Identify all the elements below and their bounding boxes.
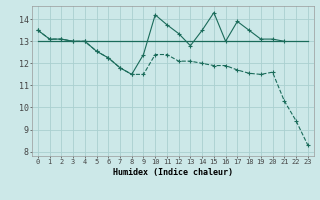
X-axis label: Humidex (Indice chaleur): Humidex (Indice chaleur)	[113, 168, 233, 177]
